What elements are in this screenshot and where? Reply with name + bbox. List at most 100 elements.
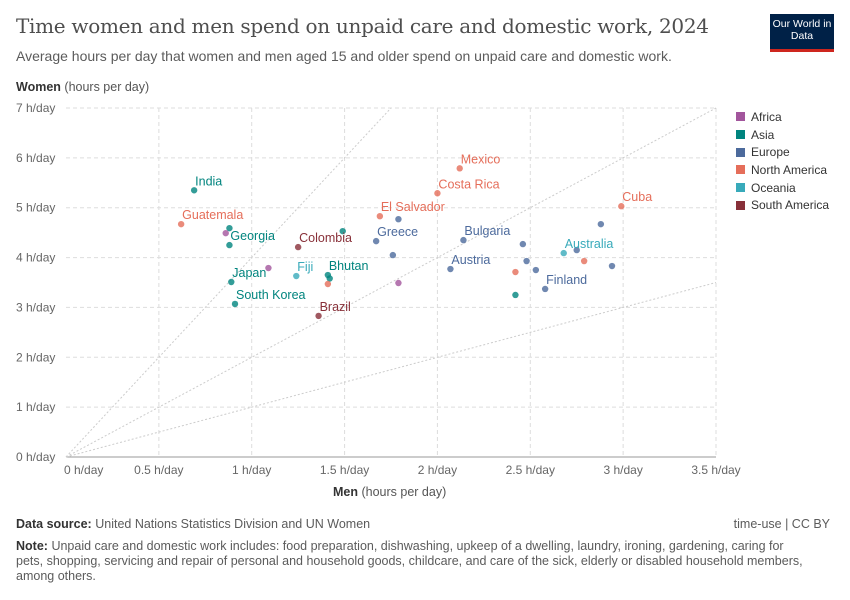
note-label: Note: <box>16 539 48 553</box>
x-tick-label: 1.5 h/day <box>320 463 369 477</box>
legend-swatch <box>736 183 745 193</box>
data-point <box>228 278 235 286</box>
point-label: Brazil <box>320 300 351 314</box>
point-label: Austria <box>451 253 490 267</box>
chart-title: Time women and men spend on unpaid care … <box>16 14 709 38</box>
y-tick-label: 3 h/day <box>16 300 55 314</box>
legend-item[interactable]: Oceania <box>736 179 829 197</box>
owid-logo[interactable]: Our World in Data <box>770 14 834 52</box>
data-point <box>315 312 322 320</box>
reference-line <box>65 107 392 458</box>
data-point <box>434 190 441 197</box>
y-tick-label: 1 h/day <box>16 400 55 414</box>
legend-swatch <box>736 147 745 157</box>
x-tick-label: 0 h/day <box>64 463 103 477</box>
legend-swatch <box>736 165 745 175</box>
legend-item[interactable]: Africa <box>736 108 829 126</box>
data-point <box>523 257 530 265</box>
data-point <box>580 257 588 265</box>
data-point <box>231 300 239 308</box>
data-point <box>389 251 397 259</box>
legend-swatch <box>736 130 745 140</box>
note: Note: Unpaid care and domestic work incl… <box>16 539 806 584</box>
legend-item[interactable]: Asia <box>736 126 829 144</box>
x-tick-label: 2 h/day <box>418 463 457 477</box>
data-point <box>226 224 233 232</box>
data-point <box>294 243 302 251</box>
point-label: South Korea <box>236 288 306 302</box>
data-point <box>324 280 332 288</box>
point-label: Colombia <box>299 231 352 245</box>
chart-subtitle: Average hours per day that women and men… <box>16 48 672 64</box>
data-point <box>447 265 454 273</box>
reference-line <box>65 282 717 458</box>
source-label: Data source: <box>16 517 92 531</box>
point-label: Fiji <box>297 260 313 274</box>
data-point <box>395 215 402 223</box>
x-tick-label: 3.5 h/day <box>691 463 740 477</box>
point-label: Greece <box>377 225 418 239</box>
y-tick-label: 5 h/day <box>16 201 55 215</box>
x-tick-label: 1 h/day <box>232 463 271 477</box>
note-text: Unpaid care and domestic work includes: … <box>16 539 803 583</box>
data-point <box>372 237 380 245</box>
y-axis-label: Women (hours per day) <box>16 80 149 94</box>
data-point <box>573 246 580 254</box>
point-label: Cuba <box>622 190 652 204</box>
data-point <box>597 220 605 228</box>
data-point <box>456 165 463 172</box>
data-point <box>608 262 616 270</box>
y-tick-label: 6 h/day <box>16 151 55 165</box>
data-point <box>395 279 402 287</box>
x-axis-label-bold: Men <box>333 485 358 499</box>
y-tick-label: 2 h/day <box>16 350 55 364</box>
point-label: Bulgaria <box>464 224 510 238</box>
legend: Africa Asia Europe North America Oceania Sout… <box>736 108 829 214</box>
legend-swatch <box>736 112 745 122</box>
reference-line <box>65 107 717 458</box>
point-label: Australia <box>565 237 614 251</box>
y-tick-label: 4 h/day <box>16 251 55 265</box>
data-point <box>226 241 233 249</box>
data-point <box>293 272 300 280</box>
data-source: Data source: United Nations Statistics D… <box>16 517 370 531</box>
data-point <box>512 291 519 299</box>
x-tick-label: 3 h/day <box>603 463 642 477</box>
data-point <box>512 268 519 276</box>
point-label: India <box>195 174 222 188</box>
source-text[interactable]: United Nations Statistics Division and U… <box>95 517 371 531</box>
legend-label: Asia <box>751 127 775 142</box>
point-label: Costa Rica <box>438 177 499 191</box>
legend-item[interactable]: South America <box>736 196 829 214</box>
data-point <box>541 285 549 293</box>
y-axis-label-bold: Women <box>16 80 61 94</box>
point-label: Guatemala <box>182 208 243 222</box>
point-label: Japan <box>232 266 266 280</box>
point-label: Georgia <box>230 229 275 243</box>
legend-label: South America <box>751 198 830 213</box>
data-point <box>177 220 185 228</box>
legend-swatch <box>736 200 745 210</box>
point-label: Mexico <box>461 152 501 166</box>
legend-item[interactable]: North America <box>736 161 829 179</box>
logo-text: Our World in Data <box>772 18 832 42</box>
point-label: Bhutan <box>329 259 369 273</box>
data-point <box>190 187 198 194</box>
legend-label: Europe <box>751 145 790 160</box>
data-point <box>460 236 467 244</box>
x-tick-label: 0.5 h/day <box>134 463 183 477</box>
point-label: El Salvador <box>381 200 445 214</box>
legend-item[interactable]: Europe <box>736 143 829 161</box>
point-label: Finland <box>546 273 587 287</box>
data-point <box>560 249 567 257</box>
data-point <box>222 229 229 237</box>
data-point <box>519 240 527 248</box>
x-axis-label: Men (hours per day) <box>333 485 446 499</box>
data-point <box>532 266 540 274</box>
data-point <box>339 227 346 235</box>
license[interactable]: time-use | CC BY <box>733 517 830 531</box>
legend-label: Oceania <box>751 180 796 195</box>
data-point <box>376 212 384 220</box>
